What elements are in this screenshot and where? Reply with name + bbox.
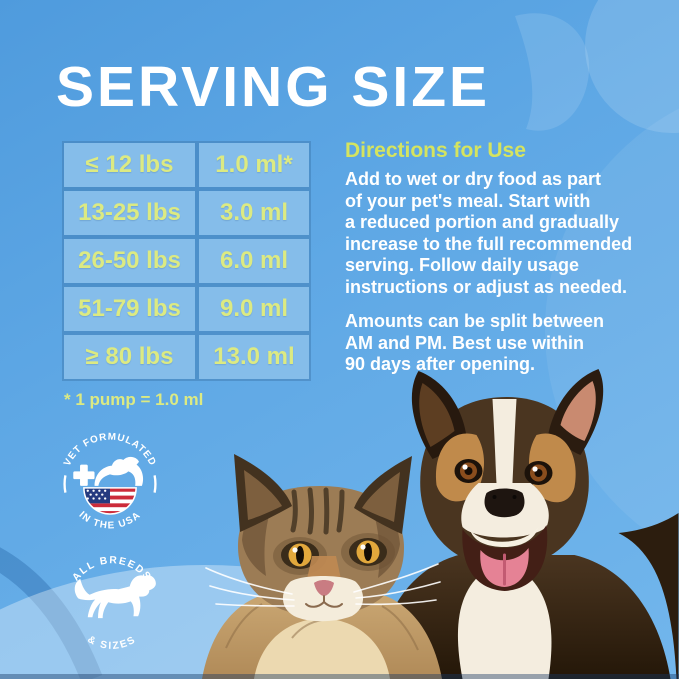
- directions-heading: Directions for Use: [345, 139, 526, 162]
- table-footnote: * 1 pump = 1.0 ml: [64, 390, 204, 409]
- table-cell-weight: ≥ 80 lbs: [64, 335, 195, 379]
- table-cell-weight: 51-79 lbs: [64, 287, 195, 331]
- text-line: AM and PM. Best use within: [345, 332, 585, 353]
- dog-head-icon: [94, 456, 144, 486]
- us-flag-icon: [83, 487, 137, 515]
- medical-cross-icon: [73, 464, 95, 486]
- svg-text:& SIZES: & SIZES: [86, 634, 139, 652]
- page-title: SERVING SIZE: [56, 55, 491, 119]
- directions-paragraph-2: Amounts can be split between AM and PM. …: [345, 311, 665, 376]
- bottom-edge-strip: [0, 674, 679, 679]
- ribbon-arc-bottom-left: [0, 547, 103, 679]
- table-cell-amount: 6.0 ml: [199, 239, 309, 283]
- badge-ring: [63, 437, 157, 531]
- blob-circle-top-right: [585, 0, 679, 133]
- badge-arc-top-text: VET FORMULATED: [62, 431, 157, 468]
- text-line: 90 days after opening.: [345, 354, 536, 374]
- table-cell-amount: 9.0 ml: [199, 287, 309, 331]
- text-line: of your pet's meal. Start with: [345, 190, 591, 211]
- directions-paragraph-1: Add to wet or dry food as part of your p…: [345, 169, 665, 298]
- blob-petal-top-right: [515, 13, 590, 131]
- table-cell-weight: 13-25 lbs: [64, 191, 195, 235]
- text-line: a reduced portion and gradually: [345, 212, 620, 232]
- dog-photo: [372, 369, 679, 679]
- text-line: instructions or adjust as needed.: [345, 276, 628, 297]
- table-cell-weight: 26-50 lbs: [64, 239, 195, 283]
- table-cell-amount: 13.0 ml: [199, 335, 309, 379]
- text-line: increase to the full recommended: [345, 233, 633, 254]
- text-line: Amounts can be split between: [345, 311, 605, 331]
- table-cell-amount: 3.0 ml: [199, 191, 309, 235]
- badge-arc-bottom-text: & SIZES: [86, 634, 137, 652]
- table-cell-amount: 1.0 ml*: [199, 143, 309, 187]
- serving-size-table: ≤ 12 lbs 1.0 ml* 13-25 lbs 3.0 ml 26-50 …: [64, 143, 309, 379]
- all-breeds-badge: ALL BREEDS & SIZES: [71, 555, 156, 652]
- text-line: Add to wet or dry food as part: [345, 169, 602, 189]
- vet-formulated-badge: VET FORMULATED IN THE USA: [62, 431, 158, 531]
- svg-text:VET FORMULATED: VET FORMULATED: [62, 431, 158, 468]
- table-cell-weight: ≤ 12 lbs: [64, 143, 195, 187]
- directions-section: Directions for Use Add to wet or dry foo…: [345, 139, 665, 376]
- text-line: serving. Follow daily usage: [345, 255, 580, 275]
- dog-icon: [74, 575, 156, 619]
- cat-photo: [202, 454, 442, 679]
